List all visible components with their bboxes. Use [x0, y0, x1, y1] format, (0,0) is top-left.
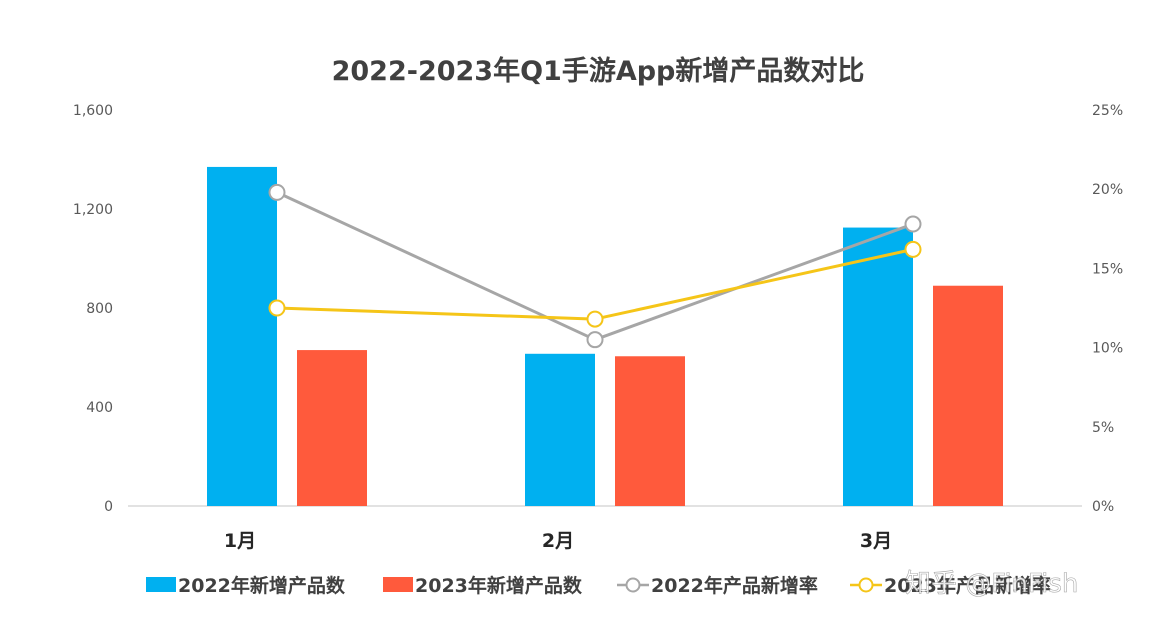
bar	[207, 166, 277, 507]
legend-marker	[625, 577, 641, 593]
legend-label: 2023年新增产品数	[415, 574, 583, 597]
y2-tick-label: 5%	[1092, 420, 1114, 436]
legend: 2022年新增产品数 2023年新增产品数 2022年产品新增率 2023年产品新增率	[146, 574, 1051, 597]
watermark: 知乎 @FinFish	[905, 569, 1078, 599]
legend-swatch	[146, 577, 176, 592]
x-axis: 1月 2月 3月	[224, 530, 892, 552]
chart-title: 2022-2023年Q1手游App新增产品数对比	[332, 55, 865, 87]
legend-label: 2023年产品新增率	[884, 574, 1051, 597]
line-point	[586, 331, 604, 349]
line-point	[268, 183, 286, 201]
right-axis: 0% 5% 10% 15% 20% 25%	[1092, 103, 1123, 515]
line-point	[586, 310, 604, 328]
x-tick-label: 2月	[542, 530, 574, 552]
y-tick-label: 1,600	[73, 103, 113, 119]
y2-tick-label: 20%	[1092, 182, 1123, 198]
bar	[843, 227, 913, 506]
legend-label: 2022年产品新增率	[651, 574, 818, 597]
line-point	[904, 215, 922, 233]
bar	[615, 356, 685, 506]
legend-marker	[858, 577, 874, 593]
y2-tick-label: 0%	[1092, 499, 1114, 515]
y-tick-label: 400	[86, 400, 113, 416]
y2-tick-label: 10%	[1092, 341, 1123, 357]
x-tick-label: 3月	[860, 530, 892, 552]
y-tick-label: 0	[104, 499, 113, 515]
bar	[933, 285, 1003, 506]
y2-tick-label: 25%	[1092, 103, 1123, 119]
legend-label: 2022年新增产品数	[178, 574, 346, 597]
left-axis: 0 400 800 1,200 1,600	[73, 103, 113, 515]
y-tick-label: 1,200	[73, 202, 113, 218]
legend-swatch	[383, 577, 413, 592]
y2-tick-label: 15%	[1092, 261, 1123, 277]
lines-layer	[268, 183, 922, 349]
bars-layer	[207, 166, 1003, 507]
x-tick-label: 1月	[224, 530, 256, 552]
bar	[297, 350, 367, 506]
bar	[525, 353, 595, 506]
line-point	[904, 240, 922, 258]
y-tick-label: 800	[86, 301, 113, 317]
line-point	[268, 299, 286, 317]
